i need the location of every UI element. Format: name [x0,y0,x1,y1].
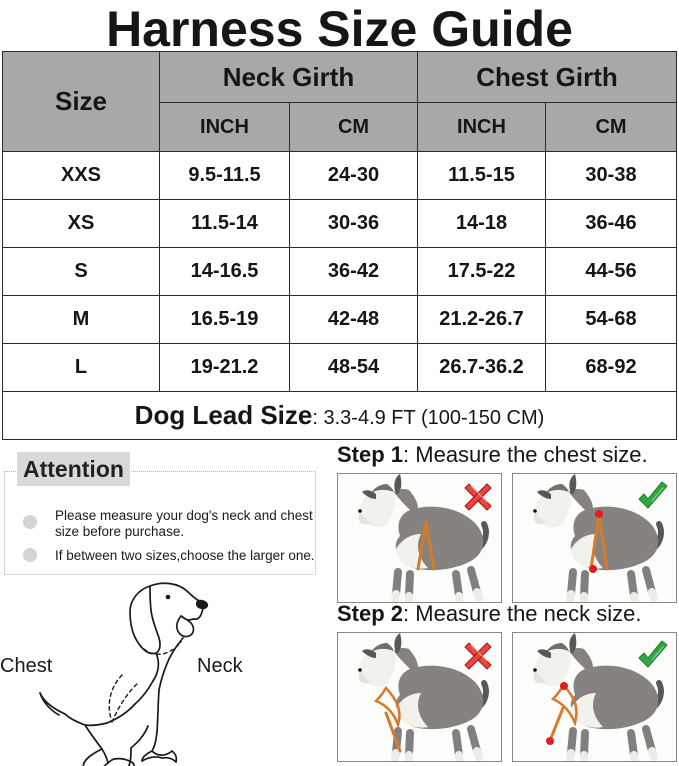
svg-text:Chest: Chest [0,655,53,677]
svg-text:Neck: Neck [197,655,244,677]
